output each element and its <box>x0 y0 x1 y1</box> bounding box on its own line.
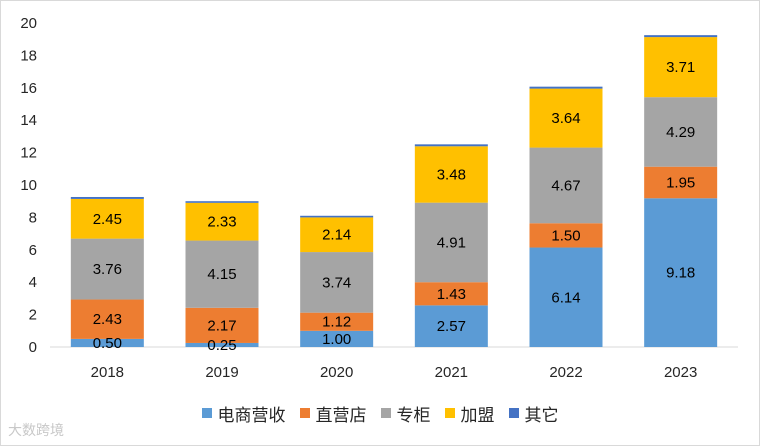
bar-segment <box>70 198 144 239</box>
bar-segment <box>529 247 603 347</box>
x-tick-label: 2022 <box>549 364 582 381</box>
legend-item-other: 其它 <box>508 401 559 426</box>
bar-segment <box>414 144 488 147</box>
bar-segment <box>644 35 718 38</box>
data-label: 1.12 <box>322 314 351 331</box>
bar-segment <box>300 312 374 331</box>
y-tick-label: 12 <box>20 145 37 162</box>
legend-swatch-counter <box>380 408 391 418</box>
y-tick-label: 16 <box>20 80 37 97</box>
bar-segment <box>185 240 259 308</box>
watermark: 大数跨境 <box>8 423 64 439</box>
x-tick-label: 2019 <box>205 364 238 381</box>
x-tick-label: 2021 <box>435 364 468 381</box>
data-label: 3.48 <box>437 166 466 183</box>
data-label: 2.17 <box>207 317 236 334</box>
data-label: 3.76 <box>93 261 122 278</box>
bar-segment <box>529 86 603 89</box>
data-label: 3.64 <box>551 110 580 127</box>
y-tick-label: 20 <box>20 15 37 32</box>
legend-label-franchise: 加盟 <box>460 405 495 426</box>
bar-segment <box>529 223 603 248</box>
bar-segment <box>70 299 144 339</box>
data-label: 3.71 <box>666 59 695 76</box>
y-tick-label: 10 <box>20 177 37 194</box>
bar-segment <box>185 201 259 203</box>
data-label: 4.29 <box>666 124 695 141</box>
bar-segment <box>644 166 718 199</box>
data-label: 9.18 <box>666 265 695 282</box>
y-tick-label: 0 <box>29 339 37 356</box>
y-tick-label: 2 <box>29 307 37 324</box>
y-tick-label: 6 <box>29 242 37 259</box>
legend-swatch-franchise <box>444 408 455 418</box>
legend-label-counter: 专柜 <box>396 405 431 426</box>
bar-segment <box>70 238 144 300</box>
bar-segment <box>300 252 374 313</box>
bar-segment <box>300 217 374 253</box>
bar-segment <box>70 196 144 199</box>
x-axis: 2018 2019 2020 2021 2022 2023 <box>50 346 738 381</box>
x-tick-label: 2018 <box>91 364 124 381</box>
y-tick-label: 14 <box>20 112 37 129</box>
data-label: 2.57 <box>437 318 466 335</box>
data-label: 4.15 <box>207 266 236 283</box>
legend-item-counter: 专柜 <box>380 401 431 426</box>
data-label: 2.14 <box>322 227 351 244</box>
y-tick-label: 4 <box>29 274 37 291</box>
bar-segment <box>70 338 144 347</box>
data-label: 6.14 <box>551 289 580 306</box>
bar-segment <box>185 342 259 347</box>
legend-swatch-other <box>508 408 519 418</box>
legend: 电商营收 直营店 专柜 加盟 其它 <box>0 400 760 426</box>
legend-item-ecommerce: 电商营收 <box>201 401 286 426</box>
bar-segment <box>185 307 259 343</box>
data-label: 4.91 <box>437 234 466 251</box>
bar-segment <box>414 146 488 203</box>
bar-segment <box>644 97 718 167</box>
bars <box>70 35 718 347</box>
y-tick-label: 8 <box>29 209 37 226</box>
data-label: 1.43 <box>437 286 466 303</box>
legend-item-direct-store: 直营店 <box>299 401 367 426</box>
legend-swatch-direct-store <box>299 408 310 418</box>
bar-segment <box>529 147 603 224</box>
data-label: 2.43 <box>93 311 122 328</box>
bar-segment <box>414 202 488 283</box>
data-label: 0.50 <box>93 335 122 352</box>
bar-segment <box>300 330 374 347</box>
bar-segment <box>300 215 374 218</box>
data-label: 2.33 <box>207 214 236 231</box>
bar-segment <box>644 198 718 347</box>
data-label: 4.67 <box>551 177 580 194</box>
legend-item-franchise: 加盟 <box>444 401 495 426</box>
bar-segment <box>414 282 488 306</box>
legend-label-ecommerce: 电商营收 <box>217 405 286 426</box>
bar-segment <box>185 202 259 241</box>
data-labels: 0.50 2.43 3.76 2.45 0.25 2.17 4.15 2.33 1.001.12… <box>93 59 696 354</box>
legend-swatch-ecommerce <box>201 408 212 418</box>
data-label: 1.95 <box>666 174 695 191</box>
x-tick-label: 2023 <box>664 364 697 381</box>
bar-segment <box>644 37 718 98</box>
x-tick-label: 2020 <box>320 364 353 381</box>
bar-segment <box>414 305 488 347</box>
y-tick-label: 18 <box>20 47 37 64</box>
legend-label-direct-store: 直营店 <box>315 405 367 426</box>
legend-label-other: 其它 <box>524 405 559 426</box>
data-label: 1.00 <box>322 331 351 348</box>
data-label: 0.25 <box>207 337 236 354</box>
data-label: 1.50 <box>551 227 580 244</box>
y-axis: 0 2 4 6 8 10 12 14 16 18 20 <box>20 15 37 356</box>
bar-segment <box>529 88 603 148</box>
data-label: 3.74 <box>322 274 351 291</box>
data-label: 2.45 <box>93 211 122 228</box>
